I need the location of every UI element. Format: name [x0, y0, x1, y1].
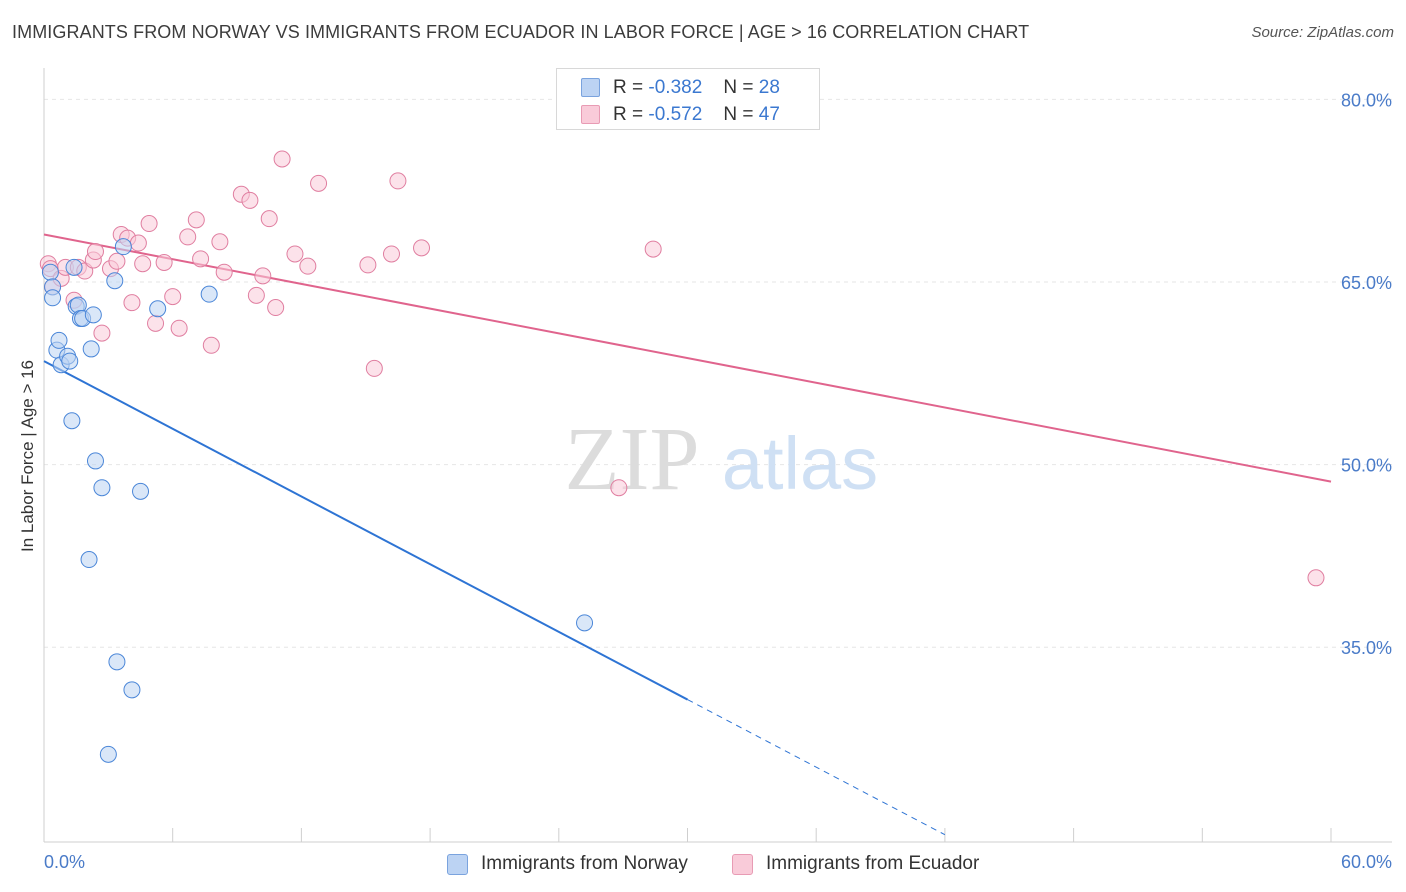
ecuador-point	[215, 263, 233, 281]
ecuador-point	[187, 211, 205, 229]
ecuador-point	[382, 245, 400, 263]
norway-point	[84, 306, 102, 324]
watermark-zip: ZIP	[565, 410, 700, 509]
x-tick-max: 60.0%	[1340, 852, 1392, 872]
norway-point	[80, 551, 98, 569]
ecuador-point	[389, 172, 407, 190]
chart-title: IMMIGRANTS FROM NORWAY VS IMMIGRANTS FRO…	[12, 22, 1030, 42]
correlation-legend: R = -0.382 N = 28 R = -0.572 N = 47	[556, 68, 820, 130]
ecuador-point	[211, 233, 229, 251]
ecuador-point	[170, 319, 188, 337]
ecuador-point	[86, 243, 104, 261]
norway-point	[65, 258, 83, 276]
norway-trend-extension	[687, 699, 946, 836]
ecuador-point	[164, 288, 182, 306]
ecuador-point	[273, 150, 291, 168]
norway-point	[44, 289, 62, 307]
ecuador-point	[134, 255, 152, 273]
ecuador-point	[413, 239, 431, 257]
x-tick-min: 0.0%	[44, 852, 86, 872]
ecuador-point	[365, 359, 383, 377]
ecuador-point	[192, 250, 210, 268]
ecuador-point	[254, 267, 272, 285]
ecuador-point	[147, 314, 165, 332]
grid-layer	[44, 98, 1392, 648]
ecuador-point	[1307, 569, 1325, 587]
ecuador-point	[123, 294, 141, 312]
norway-point	[108, 653, 126, 671]
norway-swatch	[581, 78, 600, 97]
points-layer	[39, 150, 1325, 763]
norway-point	[63, 412, 81, 430]
norway-point	[50, 331, 68, 349]
norway-point	[114, 238, 132, 256]
norway-point	[61, 352, 79, 370]
ecuador-point	[93, 324, 111, 342]
y-tick-label: 50.0%	[1341, 456, 1392, 476]
ecuador-point	[286, 245, 304, 263]
norway-n-value: 28	[758, 77, 780, 98]
watermark-atlas: atlas	[722, 422, 878, 505]
norway-point	[82, 340, 100, 358]
norway-point	[86, 452, 104, 470]
norway-trend-line	[43, 360, 688, 701]
ecuador-point	[310, 174, 328, 192]
norway-legend-swatch	[447, 854, 468, 875]
norway-point	[132, 482, 150, 500]
ecuador-point	[179, 228, 197, 246]
ecuador-point	[359, 256, 377, 274]
ecuador-r-value: -0.572	[648, 104, 703, 125]
ecuador-point	[140, 215, 158, 233]
ecuador-point	[260, 210, 278, 228]
ecuador-point	[610, 479, 628, 497]
norway-r-label: R =	[613, 77, 644, 98]
norway-point	[123, 681, 141, 699]
axis-layer: 80.0% 65.0% 50.0% 35.0%	[43, 68, 1392, 843]
norway-point	[149, 300, 167, 318]
norway-point	[93, 479, 111, 497]
ecuador-point	[644, 240, 662, 258]
y-tick-label: 35.0%	[1341, 638, 1392, 658]
norway-r-value: -0.382	[648, 77, 703, 98]
ecuador-legend-label: Immigrants from Ecuador	[766, 853, 980, 874]
ecuador-point	[247, 286, 265, 304]
watermark: ZIP atlas	[565, 410, 879, 509]
ecuador-legend-swatch	[732, 854, 753, 875]
y-tick-label: 80.0%	[1341, 90, 1392, 110]
y-axis-label: In Labor Force | Age > 16	[18, 359, 37, 553]
norway-legend-label: Immigrants from Norway	[481, 853, 688, 874]
ecuador-swatch	[581, 105, 600, 124]
norway-point	[106, 272, 124, 290]
source-label: Source: ZipAtlas.com	[1251, 24, 1394, 41]
y-tick-label: 65.0%	[1341, 273, 1392, 293]
ecuador-r-label: R =	[613, 104, 644, 125]
ecuador-point	[155, 253, 173, 271]
ecuador-point	[108, 252, 126, 270]
trend-layer	[43, 233, 1332, 836]
ecuador-n-value: 47	[758, 104, 780, 125]
norway-point	[200, 285, 218, 303]
ecuador-point	[299, 257, 317, 275]
ecuador-point	[202, 336, 220, 354]
norway-n-label: N =	[723, 77, 754, 98]
ecuador-n-label: N =	[723, 104, 754, 125]
norway-point	[41, 263, 59, 281]
ecuador-point	[129, 234, 147, 252]
ecuador-point	[267, 299, 285, 317]
ecuador-point	[241, 191, 259, 209]
norway-point	[99, 745, 117, 763]
norway-point	[576, 614, 594, 632]
